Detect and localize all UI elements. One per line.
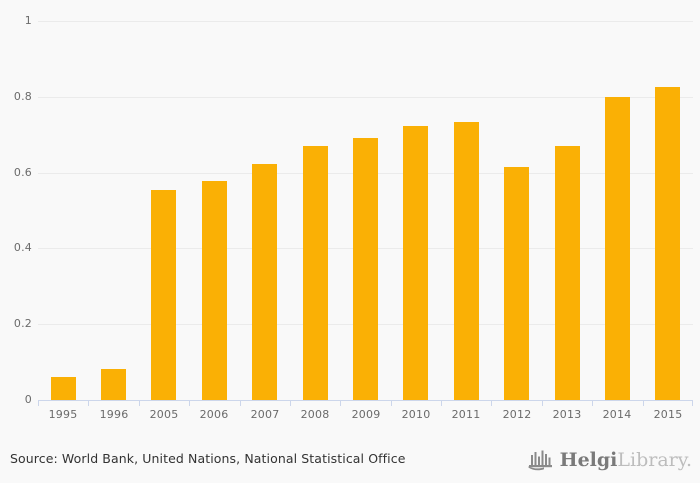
x-axis-tick-label: 2015 (653, 408, 683, 421)
y-axis-tick-label: 0.4 (13, 241, 32, 254)
x-axis-tick (240, 400, 241, 406)
y-axis-tick-label: 0.2 (13, 317, 32, 330)
x-axis-tick (391, 400, 392, 406)
x-axis-tick (542, 400, 543, 406)
bar[interactable] (504, 167, 529, 400)
gridline (38, 21, 693, 22)
bar[interactable] (605, 97, 630, 400)
logo-secondary-text: Library. (617, 448, 692, 471)
x-axis-tick-label: 2008 (300, 408, 330, 421)
x-axis-tick (290, 400, 291, 406)
x-axis-baseline (38, 400, 693, 401)
bar[interactable] (101, 369, 126, 400)
bar[interactable] (51, 377, 76, 400)
source-label: Source: World Bank, United Nations, Nati… (10, 451, 406, 466)
helgi-library-logo[interactable]: HelgiLibrary. (528, 446, 692, 474)
y-axis-tick-label: 0.8 (13, 90, 32, 103)
x-axis: 1995 1996 2005 2006 2007 2008 2009 2010 2011 2012… (38, 400, 693, 426)
x-axis-tick (189, 400, 190, 406)
x-axis-tick (491, 400, 492, 406)
y-axis-tick-label: 0.6 (13, 166, 32, 179)
x-axis-tick-label: 2012 (502, 408, 532, 421)
y-axis-tick-label: 0 (24, 393, 32, 406)
x-axis-tick-label: 1996 (99, 408, 129, 421)
y-axis: 0 0.2 0.4 0.6 0.8 1 (0, 15, 32, 405)
x-axis-tick-label: 2011 (451, 408, 481, 421)
x-axis-tick (139, 400, 140, 406)
x-axis-tick-label: 2014 (602, 408, 632, 421)
bar[interactable] (454, 122, 479, 400)
x-axis-tick (88, 400, 89, 406)
bar[interactable] (555, 146, 580, 400)
x-axis-tick (340, 400, 341, 406)
x-axis-tick-label: 2013 (552, 408, 582, 421)
library-bars-icon (528, 450, 552, 471)
bar[interactable] (252, 164, 277, 400)
bar[interactable] (303, 146, 328, 400)
bar[interactable] (151, 190, 176, 400)
logo-primary-text: Helgi (559, 448, 618, 471)
y-axis-tick-label: 1 (24, 14, 32, 27)
x-axis-tick-label: 1995 (48, 408, 78, 421)
bar[interactable] (353, 138, 378, 400)
bar[interactable] (403, 126, 428, 400)
x-axis-tick-label: 2010 (401, 408, 431, 421)
x-axis-tick-label: 2009 (351, 408, 381, 421)
plot-area (38, 21, 693, 401)
x-axis-tick (441, 400, 442, 406)
x-axis-tick (38, 400, 39, 406)
x-axis-tick (692, 400, 693, 406)
chart-footer: Source: World Bank, United Nations, Nati… (0, 438, 700, 483)
x-axis-tick (592, 400, 593, 406)
bar[interactable] (655, 87, 680, 400)
x-axis-tick-label: 2006 (199, 408, 229, 421)
x-axis-tick-label: 2005 (149, 408, 179, 421)
logo-wordmark: HelgiLibrary. (559, 448, 692, 471)
x-axis-tick-label: 2007 (250, 408, 280, 421)
x-axis-tick (643, 400, 644, 406)
bar[interactable] (202, 181, 227, 400)
gridline (38, 97, 693, 98)
